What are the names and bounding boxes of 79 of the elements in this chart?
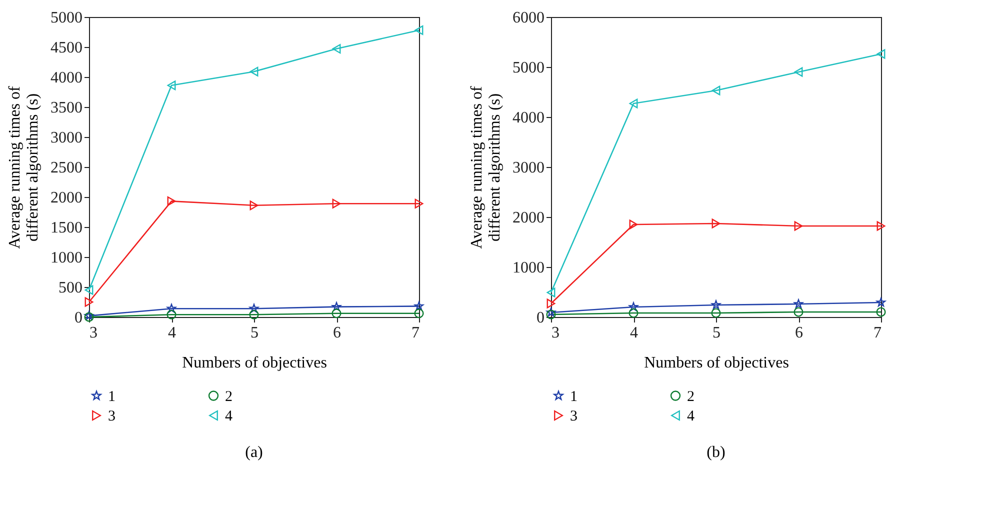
point xyxy=(414,308,424,318)
point xyxy=(876,221,886,231)
legend-label: 3 xyxy=(108,408,116,424)
y-tick-label: 2500 xyxy=(50,160,82,176)
x-axis-title: Numbers of objectives xyxy=(644,354,789,372)
x-axis-title: Numbers of objectives xyxy=(182,354,327,372)
y-tick-label: 4000 xyxy=(50,70,82,86)
y-tick-label: 2000 xyxy=(512,210,544,226)
legend-label: 2 xyxy=(225,388,232,405)
y-tick-label: 0 xyxy=(536,310,544,326)
x-tick-label: 5 xyxy=(250,324,258,342)
point xyxy=(794,307,804,317)
point xyxy=(167,196,176,206)
y-tick-label: 0 xyxy=(74,310,82,326)
point xyxy=(414,301,424,310)
y-tick-label: 3500 xyxy=(50,100,82,116)
y-tick-label: 4500 xyxy=(50,40,82,56)
point xyxy=(876,298,886,306)
point xyxy=(249,310,259,320)
legend-label: 1 xyxy=(570,388,578,405)
legend-label: 3 xyxy=(570,408,578,424)
point xyxy=(794,299,804,308)
point xyxy=(711,308,721,318)
x-tick-label: 5 xyxy=(712,324,720,342)
point xyxy=(414,25,424,35)
y-tick-label: 2000 xyxy=(50,190,82,206)
point xyxy=(546,298,556,308)
point xyxy=(166,310,176,320)
y-tick-label: 4000 xyxy=(512,110,544,126)
point xyxy=(84,285,94,295)
point xyxy=(876,49,886,59)
x-tick-label: 3 xyxy=(90,324,98,342)
y-tick-label: 3000 xyxy=(50,130,82,146)
point xyxy=(332,302,342,311)
point xyxy=(711,300,721,309)
y-tick-label: 6000 xyxy=(512,10,544,26)
point xyxy=(332,44,341,54)
point xyxy=(249,304,259,313)
legend-label: 4 xyxy=(687,408,695,424)
point xyxy=(166,304,176,313)
point xyxy=(628,302,638,311)
x-tick-label: 7 xyxy=(412,324,420,342)
point xyxy=(876,307,886,317)
point xyxy=(712,218,720,228)
point xyxy=(712,86,720,96)
x-tick-label: 4 xyxy=(630,324,638,342)
y-axis-title: Average running times of different algorithms (s) xyxy=(6,85,42,249)
point xyxy=(167,80,176,90)
point xyxy=(546,310,556,320)
legend-label: 2 xyxy=(687,388,694,405)
x-tick-label: 3 xyxy=(552,324,560,342)
y-tick-label: 500 xyxy=(58,280,82,296)
y-tick-label: 5000 xyxy=(50,10,82,26)
point xyxy=(629,220,638,230)
point xyxy=(628,308,638,318)
point xyxy=(332,198,341,208)
x-tick-label: 6 xyxy=(333,324,341,342)
point xyxy=(794,67,803,77)
x-tick-label: 4 xyxy=(168,324,176,342)
y-tick-label: 1000 xyxy=(512,260,544,276)
y-tick-label: 3000 xyxy=(512,160,544,176)
text: (b) xyxy=(706,444,726,461)
point xyxy=(629,98,638,108)
point xyxy=(794,221,803,231)
point xyxy=(546,288,556,298)
point xyxy=(414,198,424,208)
y-tick-label: 5000 xyxy=(512,60,544,76)
legend-label: 1 xyxy=(108,388,116,405)
text: (a) xyxy=(245,444,263,461)
y-tick-label: 1500 xyxy=(50,220,82,236)
point xyxy=(250,66,258,76)
x-tick-label: 7 xyxy=(874,324,882,342)
legend-label: 4 xyxy=(225,408,233,424)
point xyxy=(250,200,258,210)
y-tick-label: 1000 xyxy=(50,250,82,266)
y-axis-title: Average running times of different algorithms (s) xyxy=(468,85,504,249)
x-tick-label: 6 xyxy=(795,324,803,342)
point xyxy=(332,308,342,318)
point xyxy=(84,297,94,307)
